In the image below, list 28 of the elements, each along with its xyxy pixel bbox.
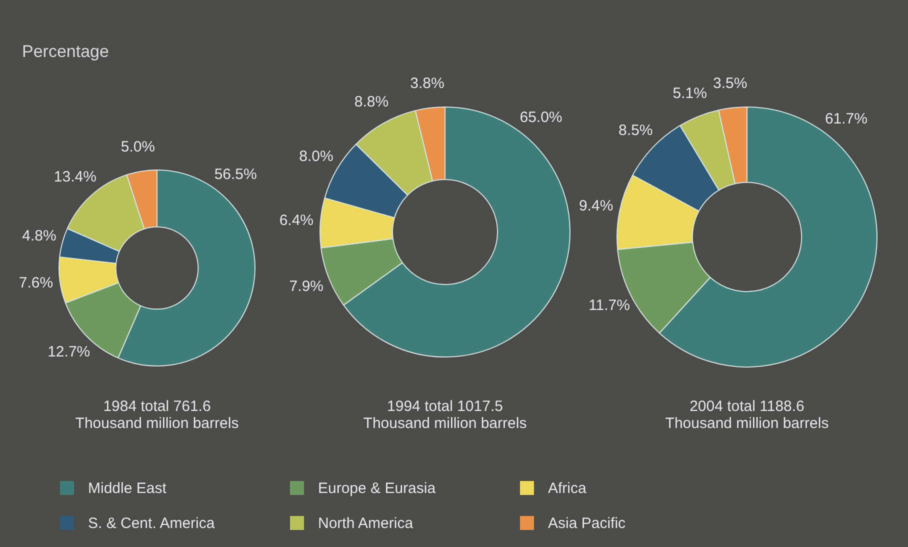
data-label: 8.8%	[354, 94, 389, 111]
data-label: 4.8%	[22, 227, 56, 244]
chart-title: Percentage	[22, 42, 109, 62]
legend-label: Europe & Eurasia	[318, 480, 436, 497]
data-label: 13.4%	[54, 168, 96, 186]
data-label: 6.4%	[279, 212, 314, 230]
data-label: 5.1%	[672, 85, 707, 102]
legend-label: North America	[318, 515, 414, 532]
data-label: 56.5%	[214, 166, 257, 183]
data-label: 7.9%	[289, 278, 324, 295]
data-label: 5.0%	[120, 138, 156, 156]
data-label: 8.0%	[299, 148, 334, 166]
data-label: 61.7%	[824, 110, 868, 128]
slice-label: 1984 total 761.6 Thousand million barrels	[74, 398, 240, 432]
data-label: 8.5%	[618, 122, 653, 139]
data-label: 11.7%	[588, 297, 630, 314]
data-label: 3.5%	[712, 75, 748, 92]
legend-label: Africa	[548, 480, 586, 497]
data-label: 3.8%	[410, 75, 444, 92]
legend-label: Asia Pacific	[548, 515, 626, 532]
data-label: 7.6%	[18, 274, 54, 292]
slice-label: 2004 total 1188.6 Thousand million barrels	[664, 398, 830, 432]
legend-label: Middle East	[88, 480, 166, 497]
legend-label: S. & Cent. America	[88, 515, 215, 532]
data-label: 65.0%	[520, 109, 562, 126]
data-label: 12.7%	[48, 343, 90, 360]
slice-label: 1994 total 1017.5 Thousand million barrels	[362, 398, 528, 432]
data-label: 9.4%	[578, 198, 614, 215]
